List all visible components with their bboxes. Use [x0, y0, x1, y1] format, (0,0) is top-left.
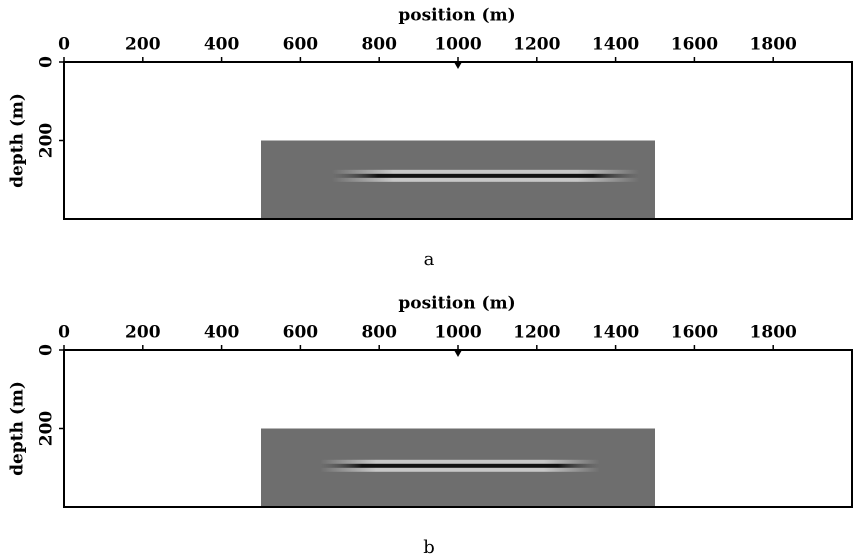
y-tick-label: 0 — [37, 344, 57, 356]
x-tick-label: 400 — [204, 35, 240, 55]
x-tick-label: 1800 — [750, 323, 797, 343]
source-marker — [454, 62, 462, 69]
y-axis-label: depth (m) — [8, 381, 28, 476]
caption: a — [424, 249, 435, 270]
y-tick-label: 0 — [37, 56, 57, 68]
x-axis-label: position (m) — [398, 294, 515, 314]
y-axis-label: depth (m) — [8, 93, 28, 188]
x-tick-label: 200 — [125, 323, 161, 343]
y-tick-label: 200 — [37, 123, 57, 159]
x-tick-label: 800 — [361, 323, 397, 343]
x-tick-label: 600 — [283, 323, 319, 343]
x-tick-label: 1000 — [434, 323, 481, 343]
x-axis-label: position (m) — [398, 6, 515, 26]
reflector — [331, 173, 640, 178]
reflector — [320, 463, 600, 468]
x-tick-label: 800 — [361, 35, 397, 55]
x-tick-label: 0 — [58, 35, 70, 55]
x-tick-label: 200 — [125, 35, 161, 55]
x-tick-label: 1200 — [513, 323, 560, 343]
x-tick-label: 1800 — [750, 35, 797, 55]
x-tick-label: 1600 — [671, 323, 718, 343]
x-tick-label: 400 — [204, 323, 240, 343]
x-tick-label: 1000 — [434, 35, 481, 55]
x-tick-label: 1600 — [671, 35, 718, 55]
x-tick-label: 600 — [283, 35, 319, 55]
source-marker — [454, 350, 462, 357]
x-tick-label: 1200 — [513, 35, 560, 55]
caption: b — [423, 537, 435, 558]
x-tick-label: 1400 — [592, 35, 639, 55]
x-tick-label: 1400 — [592, 323, 639, 343]
y-tick-label: 200 — [37, 411, 57, 447]
x-tick-label: 0 — [58, 323, 70, 343]
